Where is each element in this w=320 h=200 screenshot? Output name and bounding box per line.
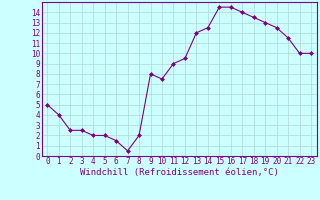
X-axis label: Windchill (Refroidissement éolien,°C): Windchill (Refroidissement éolien,°C) <box>80 168 279 177</box>
